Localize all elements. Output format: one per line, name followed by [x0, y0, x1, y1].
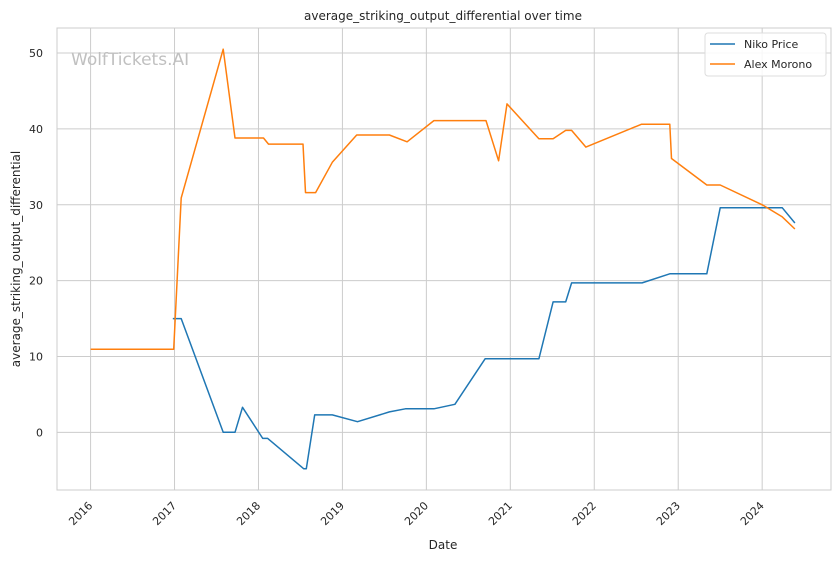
- series-line-niko-price: [172, 207, 796, 470]
- series-line-alex-morono: [90, 48, 796, 351]
- y-tick-label: 40: [29, 123, 43, 136]
- legend-box: [704, 32, 827, 77]
- y-tick-label: 20: [29, 275, 43, 288]
- legend-label-niko-price: Niko Price: [744, 38, 799, 51]
- grid: [57, 28, 831, 490]
- y-tick-label: 0: [36, 426, 43, 439]
- plot-frame: [56, 27, 832, 491]
- y-tick-label: 10: [29, 350, 43, 363]
- y-axis: 0 10 20 30 40 50: [29, 47, 43, 439]
- chart-title: average_striking_output_differential ove…: [304, 9, 582, 23]
- y-tick-label: 30: [29, 199, 43, 212]
- x-axis-label: Date: [429, 538, 458, 552]
- legend: Niko Price Alex Morono: [704, 32, 827, 77]
- series-lines: [90, 48, 796, 470]
- y-axis-label: average_striking_output_differential: [9, 151, 23, 367]
- legend-label-alex-morono: Alex Morono: [744, 58, 812, 71]
- watermark: WolfTickets.AI: [71, 50, 189, 70]
- y-tick-label: 50: [29, 47, 43, 60]
